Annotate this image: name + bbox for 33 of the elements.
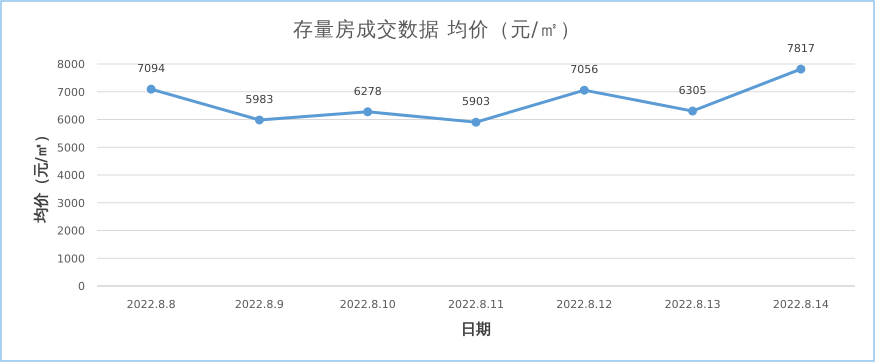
x-axis-title: 日期 [461,320,491,338]
data-label: 7056 [570,63,598,76]
y-tick-label: 7000 [57,86,85,99]
y-tick-label: 5000 [57,141,85,154]
point [363,107,372,116]
y-tick-label: 6000 [57,114,85,126]
x-tick-label: 2022.8.11 [448,298,504,311]
point [254,115,264,124]
data-label: 7094 [137,62,166,76]
y-tick-label: 4000 [57,169,85,182]
y-tick-label: 0 [78,280,85,293]
point [472,118,480,127]
data-label: 5903 [462,95,490,108]
data-label: 5983 [245,92,274,106]
y-axis-title: 均价（元/㎡） [32,127,50,224]
x-tick-label: 2022.8.13 [664,298,721,311]
point [688,106,698,116]
x-tick-label: 2022.8.9 [234,298,284,311]
point [146,84,156,94]
y-tick-label: 8000 [57,58,85,71]
x-tick-label: 2022.8.10 [340,298,396,311]
chart-title: 存量房成交数据 均价（元/㎡） [292,17,582,41]
point [796,64,806,74]
point [580,86,589,95]
y-tick-label: 1000 [57,252,85,266]
x-tick-label: 2022.8.14 [772,298,829,311]
data-label: 6278 [354,84,382,98]
y-tick-label: 2000 [57,224,85,238]
x-tick-label: 2022.8.8 [126,298,176,311]
data-label: 7817 [786,42,815,56]
data-label: 6305 [678,84,707,98]
x-tick-label: 2022.8.12 [556,298,612,311]
y-tick-label: 3000 [57,196,85,210]
